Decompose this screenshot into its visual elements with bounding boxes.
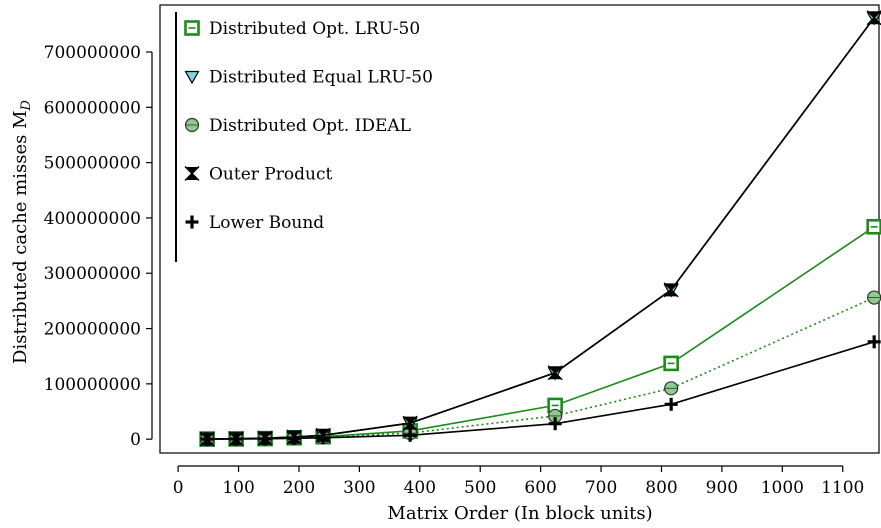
data-point [866,218,881,235]
data-point [664,397,678,411]
series-0 [199,218,881,447]
legend-item: Outer Product [184,165,332,185]
legend-label: Lower Bound [209,213,324,233]
legend-item: Distributed Equal LRU-50 [184,68,433,88]
x-tick-label: 900 [706,478,738,498]
data-point [316,431,330,445]
legend-item: Lower Bound [185,213,324,233]
y-tick-label: 0 [130,430,141,450]
x-tick-label: 400 [404,478,436,498]
legend: Distributed Opt. LRU-50 Distributed Equal… [175,12,433,262]
legend-marker [184,117,200,133]
x-tick-label: 300 [343,478,375,498]
x-tick-label: 500 [464,478,496,498]
legend-marker [184,70,200,85]
legend-marker [185,215,199,229]
data-point [663,282,679,298]
y-tick-label: 600000000 [44,98,141,118]
y-axis-title: Distributed cache misses MD [10,99,34,363]
y-tick-label: 100000000 [44,375,141,395]
data-point [663,355,679,372]
y-tick-label: 300000000 [44,264,141,284]
x-axis-title: Matrix Order (In block units) [387,503,652,524]
data-point [867,335,881,349]
x-tick-label: 1100 [821,478,864,498]
x-tick-label: 700 [585,478,617,498]
legend-item: Distributed Opt. LRU-50 [184,19,420,39]
data-point [287,431,301,445]
series-4 [200,335,881,446]
data-point [664,381,679,396]
x-tick-label: 600 [524,478,556,498]
x-tick-label: 800 [645,478,677,498]
x-tick-label: 200 [283,478,315,498]
x-axis: 0 100 200 300 400 500 600 700 800 900 1000 1100 [173,465,864,498]
data-point [403,428,417,442]
x-tick-label: 0 [173,478,184,498]
legend-label: Distributed Equal LRU-50 [209,68,433,88]
legend-marker [184,20,200,36]
y-axis-title-main: Distributed cache misses M [10,110,31,363]
legend-label: Distributed Opt. LRU-50 [209,19,420,39]
y-tick-label: 200000000 [44,320,141,340]
data-point [866,10,881,26]
data-point [258,432,272,446]
y-tick-label: 500000000 [44,154,141,174]
legend-marker [184,166,200,181]
y-tick-label: 400000000 [44,209,141,229]
legend-label: Outer Product [209,165,332,185]
y-axis-title-subscript: D [19,99,34,111]
data-point [548,417,562,431]
data-point [200,432,214,446]
y-tick-label: 700000000 [44,43,141,63]
series-line [207,296,875,440]
legend-item: Distributed Opt. IDEAL [184,116,411,136]
legend-label: Distributed Opt. IDEAL [209,116,411,136]
data-point [547,365,563,381]
y-axis: 0 100000000 200000000 300000000 400000000 500… [44,43,153,450]
x-tick-label: 100 [222,478,254,498]
series-line [207,341,875,440]
x-tick-label: 1000 [761,478,804,498]
series-line [207,226,875,440]
series-layer [199,10,881,447]
series-2 [200,290,881,447]
data-point [867,290,881,305]
data-point [229,432,243,446]
